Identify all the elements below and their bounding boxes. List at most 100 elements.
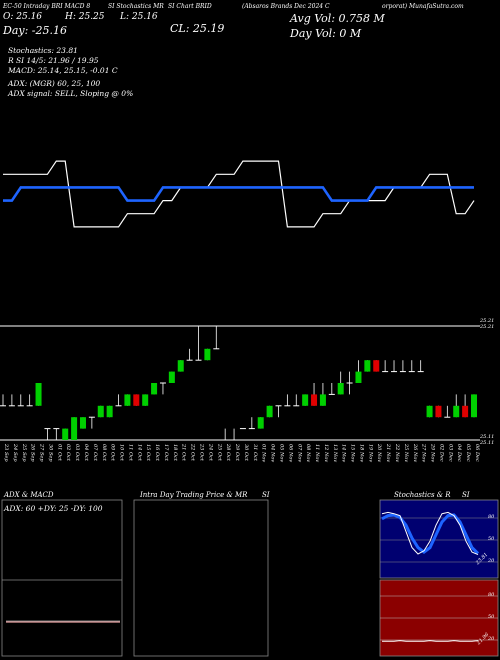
date-tick-label: 02 Oct <box>65 444 71 462</box>
date-tick-label: 30 Oct <box>243 444 249 462</box>
date-tick-label: 07 Nov <box>296 444 302 462</box>
candle <box>275 405 282 418</box>
macd-reading: MACD: 25.14, 25.15, -0.01 C <box>8 66 118 75</box>
candle <box>159 382 166 395</box>
candle <box>186 348 193 361</box>
header-segment-1: EC-50 Intraday BRI MACD 8 <box>3 3 91 10</box>
candle <box>88 416 95 429</box>
date-tick-label: 28 Oct <box>225 443 231 462</box>
date-tick-label: 15 Nov <box>350 444 356 462</box>
date-tick-label: 30 Sep <box>47 444 53 462</box>
candle <box>364 360 371 372</box>
close-price: CL: 25.19 <box>170 22 225 35</box>
candle <box>151 383 158 395</box>
candle <box>195 326 202 361</box>
date-tick-label: 31 Oct <box>252 444 258 462</box>
candle <box>142 394 149 406</box>
date-tick-label: 06 Nov <box>287 444 293 462</box>
date-tick-label: 01 Oct <box>56 444 62 462</box>
header-segment-4: (Absaros Brands Dec 2024 C <box>242 3 330 10</box>
date-tick-label: 09 Oct <box>110 444 116 462</box>
date-tick-label: 25 Oct <box>216 443 222 462</box>
candle <box>97 405 104 418</box>
stochastics-panel <box>379 499 499 579</box>
date-tick-label: 27 Nov <box>421 443 427 462</box>
candle <box>222 428 229 441</box>
open-price: O: 25.16 <box>3 12 43 22</box>
avg-volume: Avg Vol: 0.758 M <box>290 12 385 25</box>
price-axis-top-1: 25.21 <box>480 318 495 324</box>
date-tick-label: 14 Oct <box>136 444 142 462</box>
candle <box>248 417 255 430</box>
candle <box>53 428 60 440</box>
date-tick-label: 22 Oct <box>190 443 196 462</box>
date-tick-label: 18 Oct <box>172 444 178 462</box>
candle <box>417 360 424 373</box>
date-tick-label: 11 Oct <box>127 444 133 462</box>
date-tick-label: 25 Nov <box>403 443 409 462</box>
day-volume: Day Vol: 0 M <box>290 27 362 40</box>
candle <box>79 417 86 429</box>
date-tick-label: 22 Nov <box>394 443 400 462</box>
adx-panel <box>1 499 123 657</box>
rsi-level-label-20: 20 <box>488 636 495 642</box>
day-change: Day: -25.16 <box>3 24 68 37</box>
candle <box>44 428 51 440</box>
candle <box>337 371 344 395</box>
date-tick-label: 01 Nov <box>261 444 267 462</box>
date-tick-label: 13 Nov <box>332 444 338 462</box>
price-chart: 23 Sep 24 Sep 25 Sep 26 Sep 27 Sep 30 Sep 01 O… <box>0 160 480 462</box>
date-tick-label: 23 Sep <box>3 443 9 462</box>
adx-reading: ADX: (MGR) 60, 25, 100 <box>8 79 101 88</box>
rsi-series <box>382 640 479 642</box>
date-tick-label: 26 Nov <box>412 443 418 462</box>
date-tick-label: 12 Nov <box>323 444 329 462</box>
date-tick-label: 17 Oct <box>163 444 169 462</box>
date-tick-label: 10 Oct <box>119 444 125 462</box>
candle <box>302 394 309 406</box>
stochastics-reading: Stochastics: 23.81 <box>8 46 78 55</box>
date-tick-label: 21 Oct <box>181 443 187 462</box>
date-tick-label: 16 Oct <box>154 444 160 462</box>
candle <box>17 394 24 407</box>
date-tick-label: 24 Sep <box>12 443 18 462</box>
candle <box>382 360 389 373</box>
date-tick-label: 03 Dec <box>447 444 453 462</box>
stoch-panel-title: Stochastics & R <box>394 491 451 499</box>
candle <box>391 360 398 373</box>
date-tick-label: 21 Nov <box>385 443 391 462</box>
candle <box>124 394 131 406</box>
adx-panel-title: ADX & MACD <box>4 491 54 499</box>
date-tick-label: 23 Oct <box>199 443 205 462</box>
date-tick-label: 29 Oct <box>234 443 240 462</box>
header-segment-2: SI Stochastics MR <box>108 3 164 10</box>
candle <box>115 394 122 407</box>
stoch-level-label-50: 50 <box>488 536 495 542</box>
candle <box>26 394 33 407</box>
candle <box>257 417 264 429</box>
intraday-panel <box>133 499 269 657</box>
adx-panel-values: ADX: 60 +DY: 25 -DY: 100 <box>4 504 103 513</box>
rsi-reading: R SI 14/5: 21.96 / 19.95 <box>8 56 99 65</box>
date-tick-label: 18 Nov <box>358 444 364 462</box>
candle <box>266 405 273 418</box>
candle <box>35 383 42 406</box>
date-tick-label: 11 Nov <box>314 444 320 462</box>
candle <box>168 371 175 383</box>
date-tick-label: 04 Oct <box>83 444 89 462</box>
date-tick-label: 03 Oct <box>74 444 80 462</box>
stoch-level-label-80: 80 <box>488 514 495 520</box>
candle <box>471 394 477 418</box>
rsi-level-label-50: 50 <box>488 614 495 620</box>
stoch-panel-title-2: SI <box>462 491 470 499</box>
date-tick-label: 29 Nov <box>430 443 436 462</box>
candle <box>177 360 184 372</box>
date-tick-label: 15 Oct <box>145 444 151 462</box>
candle <box>133 394 140 406</box>
date-tick-label: 04 Nov <box>270 444 276 462</box>
intraday-panel-title-2: SI <box>262 491 270 499</box>
moving-average-series <box>3 186 474 202</box>
candle <box>426 405 433 418</box>
candle <box>213 326 220 350</box>
